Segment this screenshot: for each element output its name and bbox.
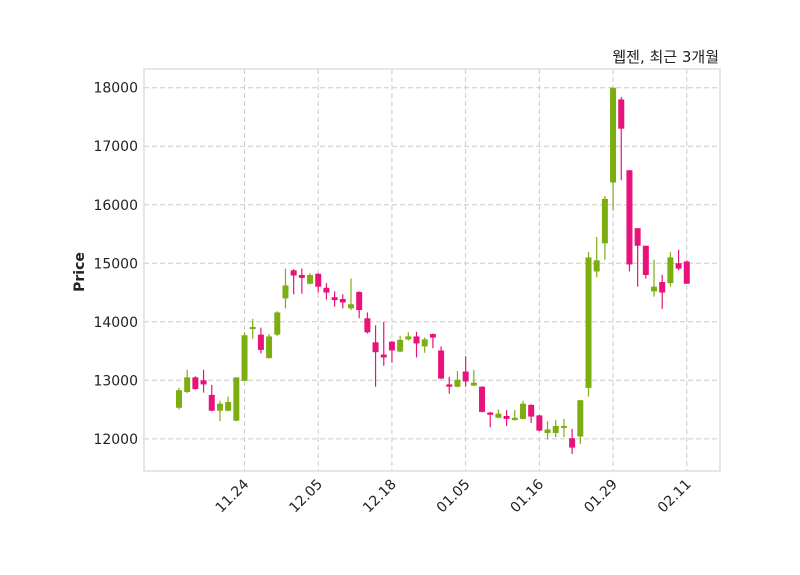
candle-down [536,415,543,431]
candle-down [487,412,494,415]
candle-down [331,297,338,301]
x-axis-ticks: 11.24 12.05 12.18 01.05 01.16 01.29 02.11 [213,476,695,516]
y-tick-label: 18000 [93,81,138,97]
candle-up [593,260,600,272]
candle-up [282,285,289,299]
candles [176,87,690,455]
candle-down [372,342,379,353]
candle-up [347,304,354,309]
x-tick-label: 12.05 [286,477,326,517]
candle-up [184,377,191,393]
y-tick-label: 17000 [93,139,138,155]
candle-up [405,336,412,340]
candle-down [339,298,346,303]
candle-down [618,99,625,129]
x-tick-label: 11.24 [213,476,253,516]
candle-down [462,371,469,382]
y-tick-label: 14000 [93,315,138,331]
candle-down [683,261,690,284]
candle-up [601,198,608,244]
candle-up [585,257,592,388]
x-tick-label: 12.18 [360,477,400,517]
candle-down [257,334,264,350]
candle-up [495,413,502,418]
candle-down [429,334,436,338]
candle-up [470,382,477,386]
grid-lines [144,69,720,471]
candle-down [380,354,387,358]
candle-down [626,170,633,265]
x-tick-label: 01.05 [434,477,474,517]
candle-up [577,400,584,437]
candle-up [454,379,461,387]
x-tick-label: 01.29 [581,477,621,517]
y-tick-label: 12000 [93,432,138,448]
plot-frame [143,68,721,472]
candle-up [233,377,240,421]
candle-up [610,87,617,183]
candle-up [511,417,518,421]
candle-up [421,339,428,347]
candle-down [642,245,649,275]
candle-down [446,384,453,387]
candle-down [208,394,215,411]
candle-up [176,390,182,408]
candle-up [560,425,567,428]
y-axis-ticks: 12000 13000 14000 15000 16000 17000 18000 [93,81,138,448]
candle-up [519,403,526,419]
candle-down [356,291,363,311]
candle-up [397,339,404,352]
candle-up [544,429,551,433]
candle-down [479,386,486,412]
chart-title: 웹젠, 최근 3개월 [612,48,719,66]
candle-down [290,270,297,276]
candle-up [667,257,674,284]
candle-down [503,415,510,419]
candle-down [438,350,445,379]
y-tick-label: 16000 [93,198,138,214]
candle-up [651,286,658,292]
candle-down [192,377,199,390]
y-tick-label: 13000 [93,373,138,389]
candle-down [528,404,535,417]
candle-up [266,336,273,359]
candle-down [315,273,322,287]
candle-down [298,274,305,278]
candle-down [364,318,371,333]
candle-down [323,287,330,293]
candle-up [241,335,248,381]
y-axis-label: Price [72,252,88,292]
candle-up [249,327,256,330]
y-tick-label: 15000 [93,256,138,272]
candle-down [659,281,666,293]
candle-down [200,380,207,385]
x-tick-label: 01.16 [508,476,548,516]
candle-down [569,438,576,448]
candle-down [634,228,641,246]
candle-up [552,425,559,433]
candle-down [413,336,420,344]
candle-up [216,403,223,411]
candle-down [388,341,395,351]
candle-up [274,312,281,335]
candle-up [225,401,232,411]
candle-up [307,274,314,284]
candle-down [675,263,682,269]
x-tick-label: 02.11 [655,477,695,517]
